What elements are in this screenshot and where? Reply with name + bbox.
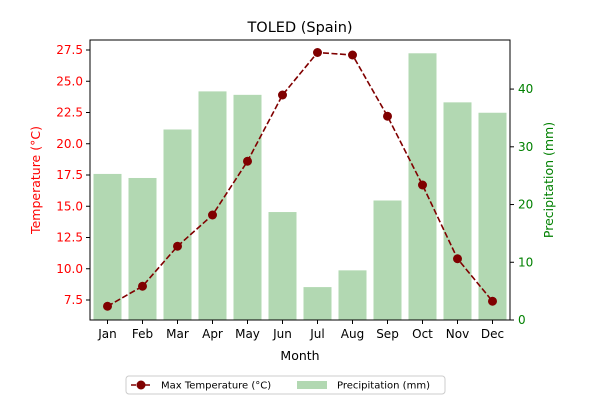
x-axis-label: Month bbox=[280, 348, 319, 363]
temperature-series-line bbox=[107, 51, 494, 307]
x-tick-label: Jan bbox=[97, 327, 117, 341]
precipitation-bar bbox=[198, 91, 227, 321]
left-tick-label: 7.5 bbox=[64, 293, 83, 307]
x-tick-label: Dec bbox=[481, 327, 504, 341]
x-tick-label: Apr bbox=[202, 327, 223, 341]
precipitation-bar bbox=[303, 287, 332, 320]
left-tick-label: 22.5 bbox=[56, 106, 83, 120]
x-tick-label: Feb bbox=[132, 327, 153, 341]
left-y-axis-label: Temperature (°C) bbox=[28, 126, 43, 235]
legend-box bbox=[125, 375, 446, 395]
precipitation-bars bbox=[93, 53, 507, 321]
temperature-line bbox=[103, 48, 497, 311]
x-tick-label: May bbox=[235, 327, 260, 341]
left-y-axis: 7.5 10.0 12.5 15.0 17.5 20.0 22.5 25.0 27.5 bbox=[56, 43, 90, 307]
precipitation-bar bbox=[163, 129, 192, 320]
left-tick-label: 10.0 bbox=[56, 262, 83, 276]
temperature-point bbox=[488, 296, 497, 306]
left-tick-label: 17.5 bbox=[56, 168, 83, 182]
temperature-point bbox=[243, 156, 252, 166]
x-tick-label: Jul bbox=[309, 327, 324, 341]
left-tick-label: 20.0 bbox=[56, 137, 83, 151]
legend-temperature-marker-swatch bbox=[136, 380, 146, 390]
left-tick-label: 25.0 bbox=[56, 74, 83, 88]
legend: Max Temperature (°C) Precipitation (mm) bbox=[125, 375, 446, 395]
temperature-point bbox=[383, 111, 392, 121]
right-y-axis-label: Precipitation (mm) bbox=[541, 122, 556, 238]
precipitation-bar bbox=[93, 173, 122, 320]
precipitation-bar bbox=[478, 112, 507, 320]
plot-frame bbox=[89, 39, 511, 321]
temperature-point bbox=[418, 180, 427, 190]
right-tick-label: 30 bbox=[518, 140, 533, 154]
x-tick-label: Oct bbox=[412, 327, 433, 341]
left-tick-label: 12.5 bbox=[56, 231, 83, 245]
precipitation-bar bbox=[268, 212, 297, 320]
legend-precipitation-label: Precipitation (mm) bbox=[337, 381, 430, 392]
precipitation-bar bbox=[443, 102, 472, 320]
temperature-point bbox=[208, 210, 217, 220]
temperature-point bbox=[103, 301, 112, 311]
x-axis: Jan Feb Mar Apr May Jun Jul Aug Sep Oct Nov Dec bbox=[97, 320, 504, 341]
left-tick-label: 27.5 bbox=[56, 43, 83, 57]
x-tick-label: Nov bbox=[446, 327, 469, 341]
legend-temperature-label: Max Temperature (°C) bbox=[161, 381, 271, 392]
x-tick-label: Aug bbox=[341, 327, 364, 341]
temperature-point bbox=[348, 50, 357, 60]
precipitation-bar bbox=[338, 270, 367, 320]
right-tick-label: 20 bbox=[518, 198, 533, 212]
right-y-axis: 0 10 20 30 40 bbox=[510, 82, 533, 327]
x-tick-label: Jun bbox=[272, 327, 292, 341]
temperature-point bbox=[313, 48, 322, 57]
temperature-point bbox=[278, 90, 287, 100]
precipitation-bar bbox=[128, 177, 157, 320]
chart-title: TOLED (Spain) bbox=[246, 20, 352, 36]
precipitation-bar bbox=[373, 200, 402, 320]
right-tick-label: 40 bbox=[518, 82, 533, 96]
temperature-point bbox=[453, 254, 462, 264]
legend-precipitation-swatch bbox=[297, 381, 327, 389]
right-tick-label: 0 bbox=[518, 313, 526, 327]
right-tick-label: 10 bbox=[518, 255, 533, 269]
temperature-point bbox=[138, 281, 147, 291]
x-tick-label: Sep bbox=[376, 327, 399, 341]
left-tick-label: 15.0 bbox=[56, 199, 83, 213]
temperature-point bbox=[173, 241, 182, 251]
x-tick-label: Mar bbox=[166, 327, 189, 341]
precipitation-bar bbox=[233, 94, 262, 320]
